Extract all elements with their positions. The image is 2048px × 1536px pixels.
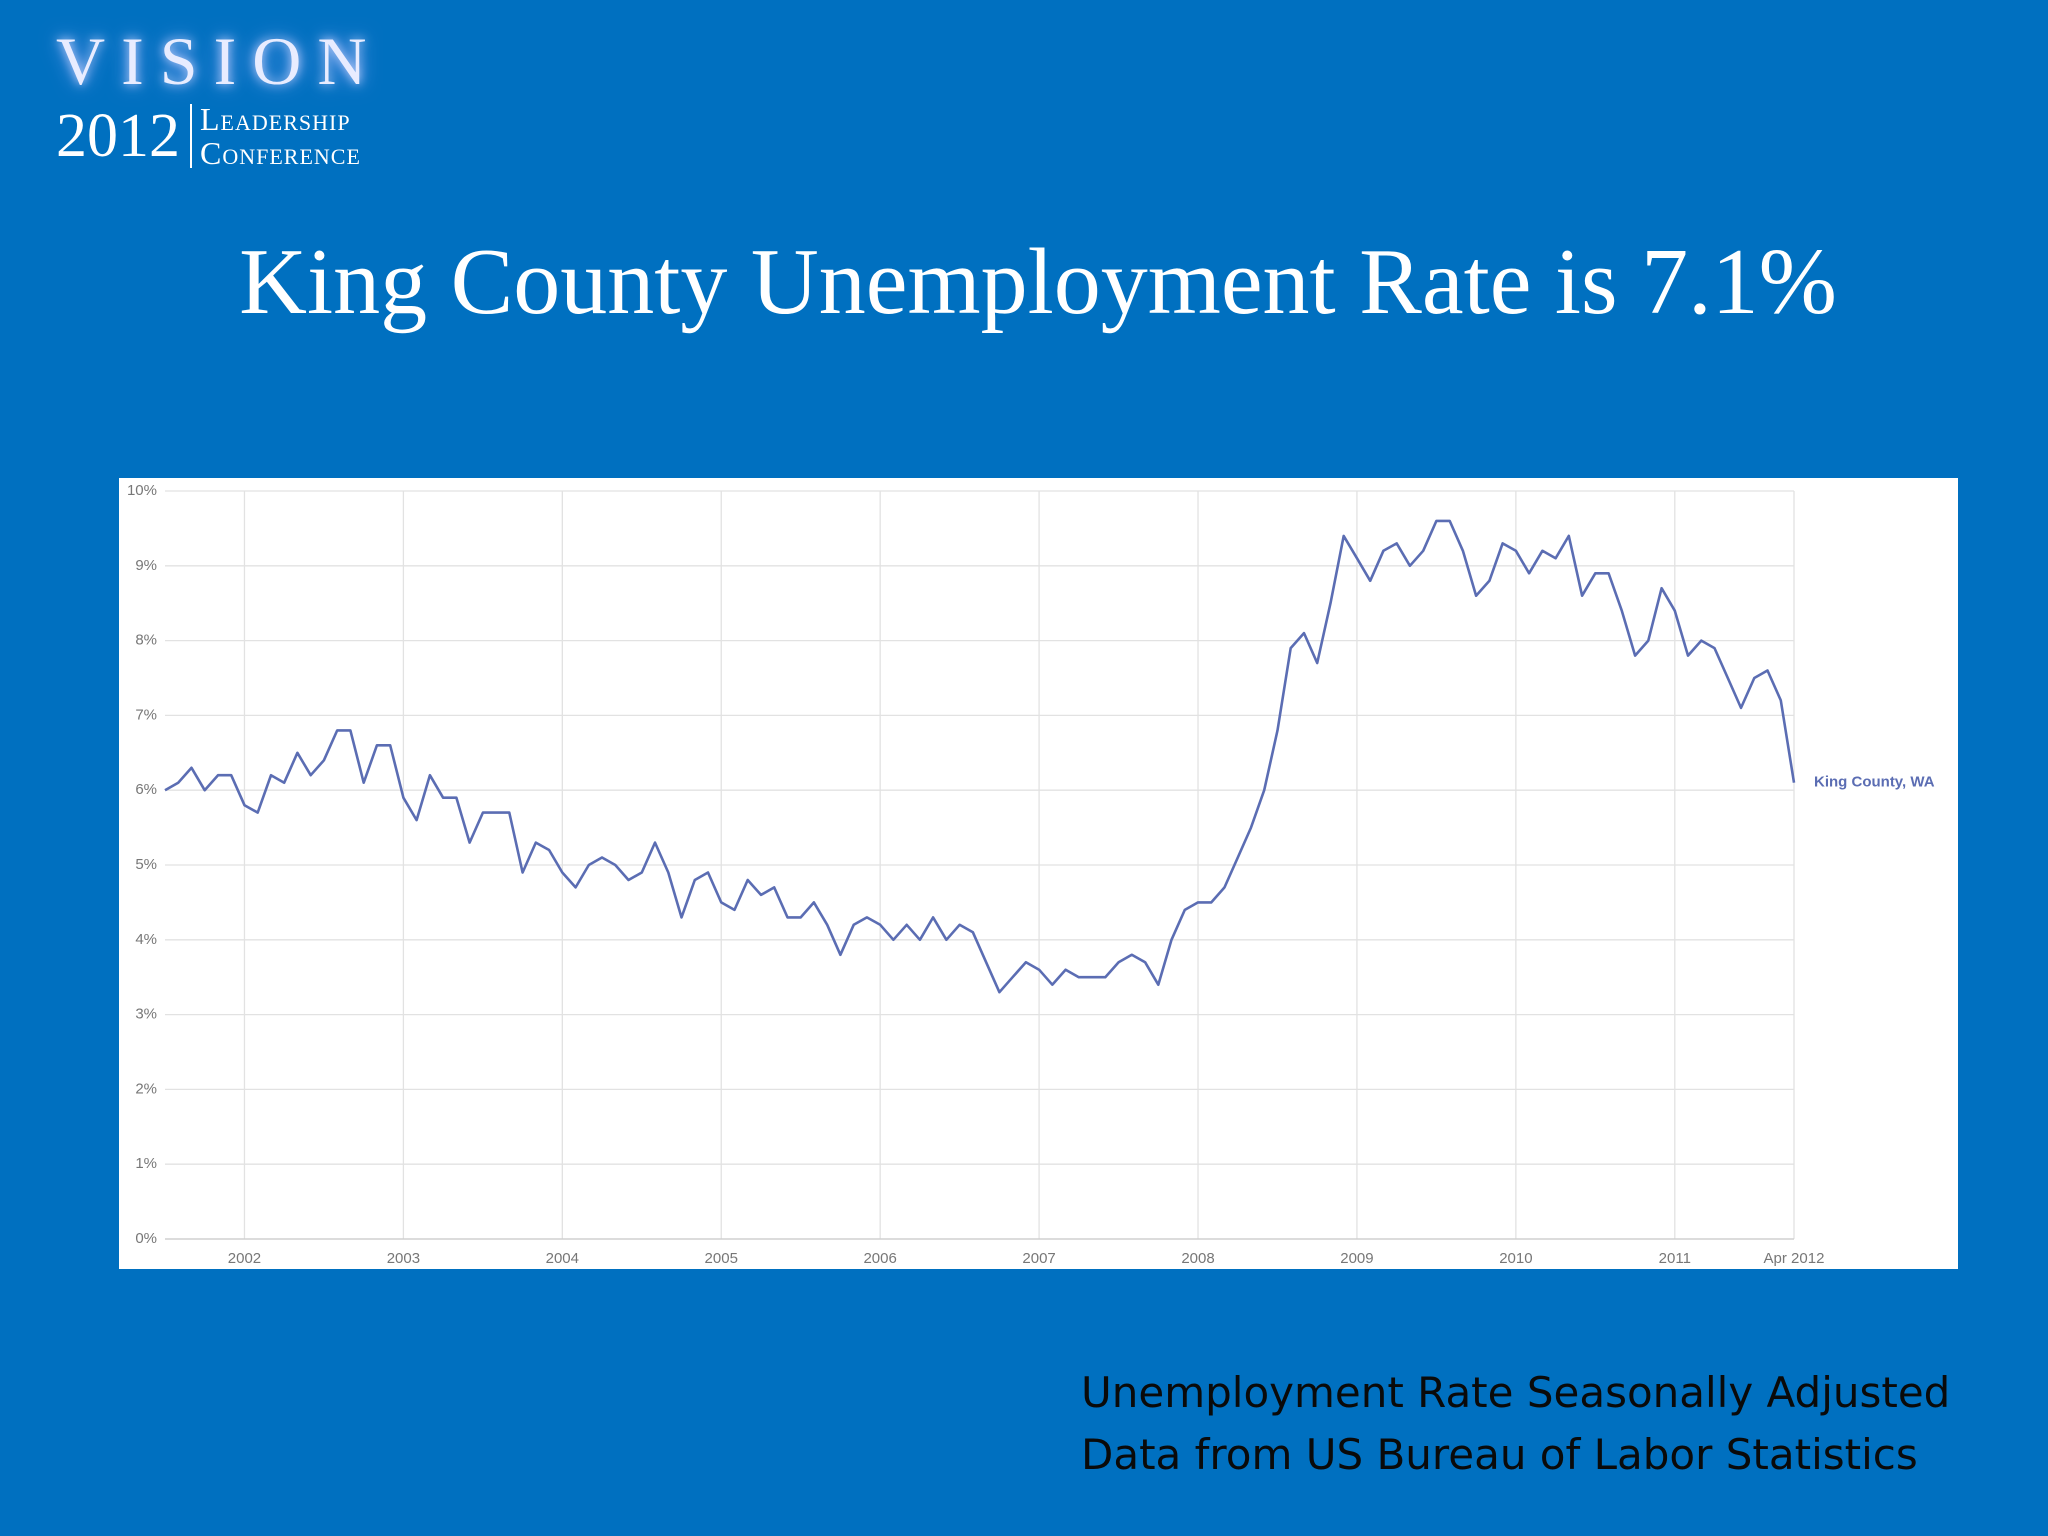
x-tick-label: 2010 bbox=[1499, 1250, 1532, 1267]
x-tick-label: 2006 bbox=[863, 1250, 896, 1267]
y-tick-label: 7% bbox=[135, 706, 157, 723]
y-tick-label: 5% bbox=[135, 856, 157, 873]
y-tick-label: 6% bbox=[135, 781, 157, 798]
y-tick-label: 10% bbox=[127, 482, 157, 499]
x-tick-label: 2002 bbox=[228, 1250, 261, 1267]
logo-line: Conference bbox=[200, 135, 361, 171]
x-tick-label: Apr 2012 bbox=[1764, 1250, 1825, 1267]
series-label: King County, WA bbox=[1814, 774, 1935, 791]
series-line bbox=[164, 519, 1796, 994]
y-tick-label: 8% bbox=[135, 632, 157, 649]
logo-sub: Leadership Conference bbox=[200, 102, 361, 170]
y-tick-label: 2% bbox=[135, 1080, 157, 1097]
logo-word: VISION bbox=[56, 23, 383, 99]
x-tick-label: 2009 bbox=[1340, 1250, 1373, 1267]
x-tick-label: 2011 bbox=[1659, 1250, 1691, 1267]
y-tick-label: 1% bbox=[135, 1155, 157, 1172]
x-tick-label: 2008 bbox=[1181, 1250, 1214, 1267]
logo-row: 2012 Leadership Conference bbox=[56, 102, 382, 170]
y-tick-label: 9% bbox=[135, 557, 157, 574]
footnote: Unemployment Rate Seasonally Adjusted bbox=[1081, 1368, 1951, 1417]
footnote: Data from US Bureau of Labor Statistics bbox=[1081, 1430, 1918, 1479]
logo-line: Leadership bbox=[200, 101, 351, 137]
x-tick-label: 2005 bbox=[705, 1250, 738, 1267]
y-tick-label: 0% bbox=[135, 1230, 157, 1247]
x-tick-label: 2007 bbox=[1022, 1250, 1055, 1267]
y-tick-label: 4% bbox=[135, 931, 157, 948]
logo-year: 2012 bbox=[56, 104, 192, 168]
y-tick-label: 3% bbox=[135, 1006, 157, 1023]
slide-title: King County Unemployment Rate is 7.1% bbox=[239, 230, 1837, 334]
logo: VISION 2012 Leadership Conference bbox=[56, 24, 382, 170]
footnotes: Unemployment Rate Seasonally Adjusted Da… bbox=[1081, 1362, 1950, 1486]
x-tick-label: 2004 bbox=[546, 1250, 579, 1267]
x-tick-label: 2003 bbox=[387, 1250, 420, 1267]
